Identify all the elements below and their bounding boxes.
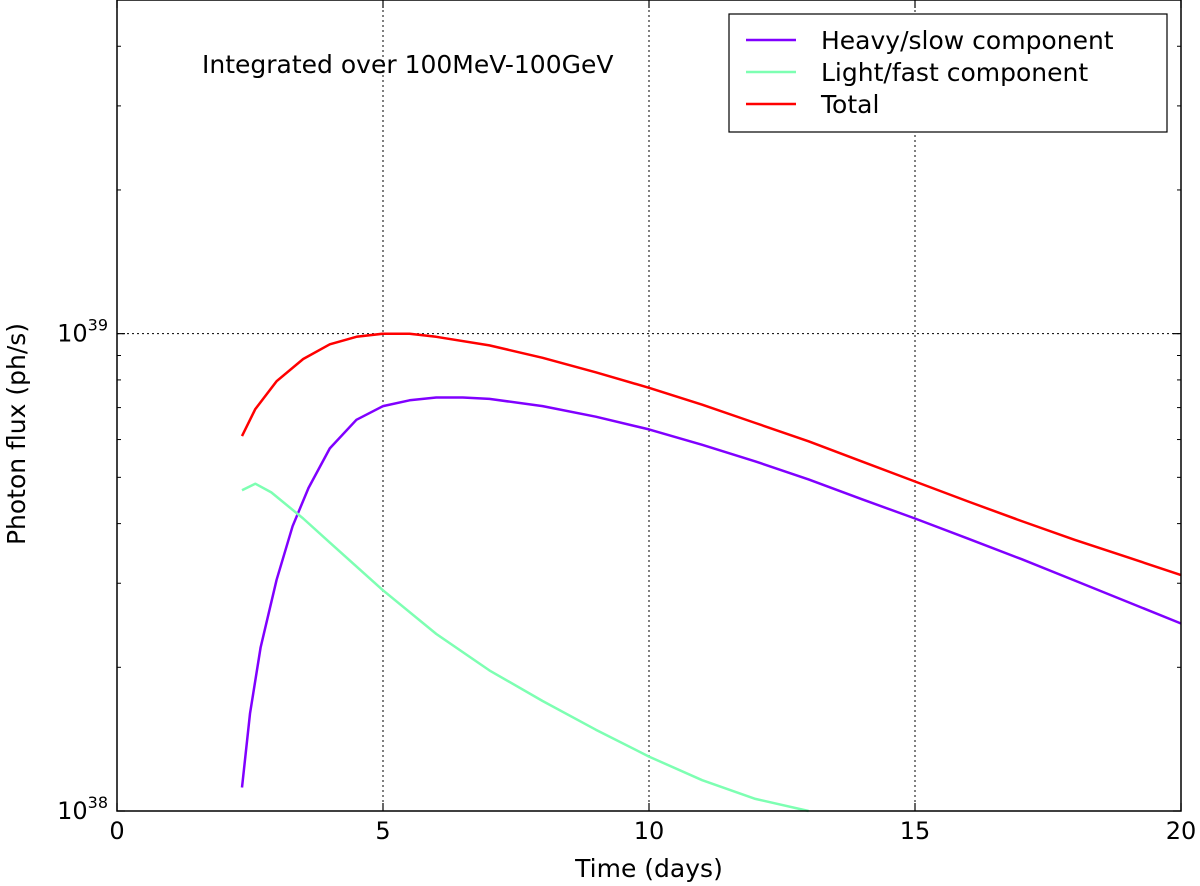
legend-label-0: Heavy/slow component: [821, 26, 1114, 55]
legend-label-1: Light/fast component: [821, 58, 1088, 87]
series-line-2: [240, 332, 1182, 577]
tick-labels: 0 5 10 15 20 1038 1039: [57, 316, 1196, 845]
x-tick-label: 20: [1166, 817, 1197, 845]
x-tick-label: 15: [900, 817, 931, 845]
legend-label-2: Total: [820, 90, 879, 119]
y-tick-label: 1038: [57, 793, 108, 825]
series-lines: [240, 332, 1182, 813]
chart-annotation: Integrated over 100MeV-100GeV: [202, 50, 613, 79]
x-tick-label: 5: [375, 817, 390, 845]
legend-box: [728, 13, 1168, 133]
y-axis-label: Photon flux (ph/s): [2, 323, 31, 545]
x-axis-label: Time (days): [574, 854, 723, 883]
x-tick-label: 10: [634, 817, 665, 845]
y-tick-label: 1039: [57, 316, 108, 348]
series-line-0: [240, 396, 1182, 788]
ticks: [116, 0, 1182, 812]
series-line-1: [241, 482, 809, 813]
x-tick-label: 0: [109, 817, 124, 845]
legend: Heavy/slow component Light/fast component…: [728, 13, 1168, 133]
